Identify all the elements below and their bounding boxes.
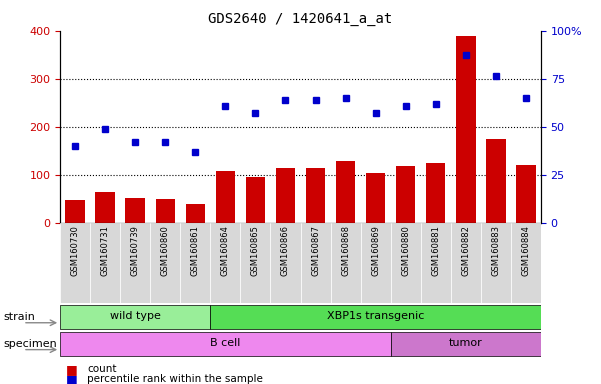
Text: GSM160882: GSM160882 <box>462 225 470 276</box>
Text: specimen: specimen <box>3 339 56 349</box>
Bar <box>66 200 85 223</box>
Text: strain: strain <box>3 312 35 322</box>
Text: GSM160884: GSM160884 <box>522 225 530 276</box>
Bar <box>216 171 235 223</box>
Text: ■: ■ <box>66 363 78 376</box>
Text: XBP1s transgenic: XBP1s transgenic <box>327 311 424 321</box>
Text: GSM160883: GSM160883 <box>492 225 500 276</box>
Bar <box>306 167 325 223</box>
Text: GDS2640 / 1420641_a_at: GDS2640 / 1420641_a_at <box>209 12 392 25</box>
Bar <box>180 223 210 303</box>
Text: ■: ■ <box>66 373 78 384</box>
Text: GSM160866: GSM160866 <box>281 225 290 276</box>
Text: GSM160864: GSM160864 <box>221 225 230 276</box>
Text: B cell: B cell <box>210 338 240 348</box>
Bar <box>150 223 180 303</box>
Bar <box>186 204 205 223</box>
Text: GSM160730: GSM160730 <box>71 225 79 276</box>
Bar <box>361 223 391 303</box>
Bar <box>391 331 541 356</box>
Bar <box>270 223 300 303</box>
Bar <box>300 223 331 303</box>
Bar <box>516 165 535 223</box>
Bar <box>120 223 150 303</box>
Bar <box>246 177 265 223</box>
Text: tumor: tumor <box>449 338 483 348</box>
Bar <box>210 223 240 303</box>
Bar <box>481 223 511 303</box>
Bar <box>451 223 481 303</box>
Bar <box>366 173 385 223</box>
Bar <box>336 161 355 223</box>
Text: GSM160867: GSM160867 <box>311 225 320 276</box>
Text: GSM160865: GSM160865 <box>251 225 260 276</box>
Bar <box>60 223 90 303</box>
Text: percentile rank within the sample: percentile rank within the sample <box>87 374 263 384</box>
Bar <box>276 167 295 223</box>
Text: GSM160868: GSM160868 <box>341 225 350 276</box>
Text: GSM160739: GSM160739 <box>131 225 139 276</box>
Bar <box>511 223 541 303</box>
Bar <box>126 198 145 223</box>
Bar <box>426 163 445 223</box>
Bar <box>486 139 505 223</box>
Text: wild type: wild type <box>110 311 160 321</box>
Bar <box>210 305 541 329</box>
Bar <box>60 331 391 356</box>
Text: GSM160861: GSM160861 <box>191 225 200 276</box>
Bar <box>90 223 120 303</box>
Bar <box>456 36 475 223</box>
Bar <box>421 223 451 303</box>
Bar <box>96 192 115 223</box>
Text: count: count <box>87 364 117 374</box>
Text: GSM160860: GSM160860 <box>161 225 169 276</box>
Text: GSM160731: GSM160731 <box>101 225 109 276</box>
Bar <box>396 166 415 223</box>
Text: GSM160881: GSM160881 <box>432 225 440 276</box>
Text: GSM160869: GSM160869 <box>371 225 380 276</box>
Bar <box>60 305 210 329</box>
Bar <box>156 199 175 223</box>
Bar <box>240 223 270 303</box>
Bar <box>331 223 361 303</box>
Bar <box>391 223 421 303</box>
Text: GSM160880: GSM160880 <box>401 225 410 276</box>
